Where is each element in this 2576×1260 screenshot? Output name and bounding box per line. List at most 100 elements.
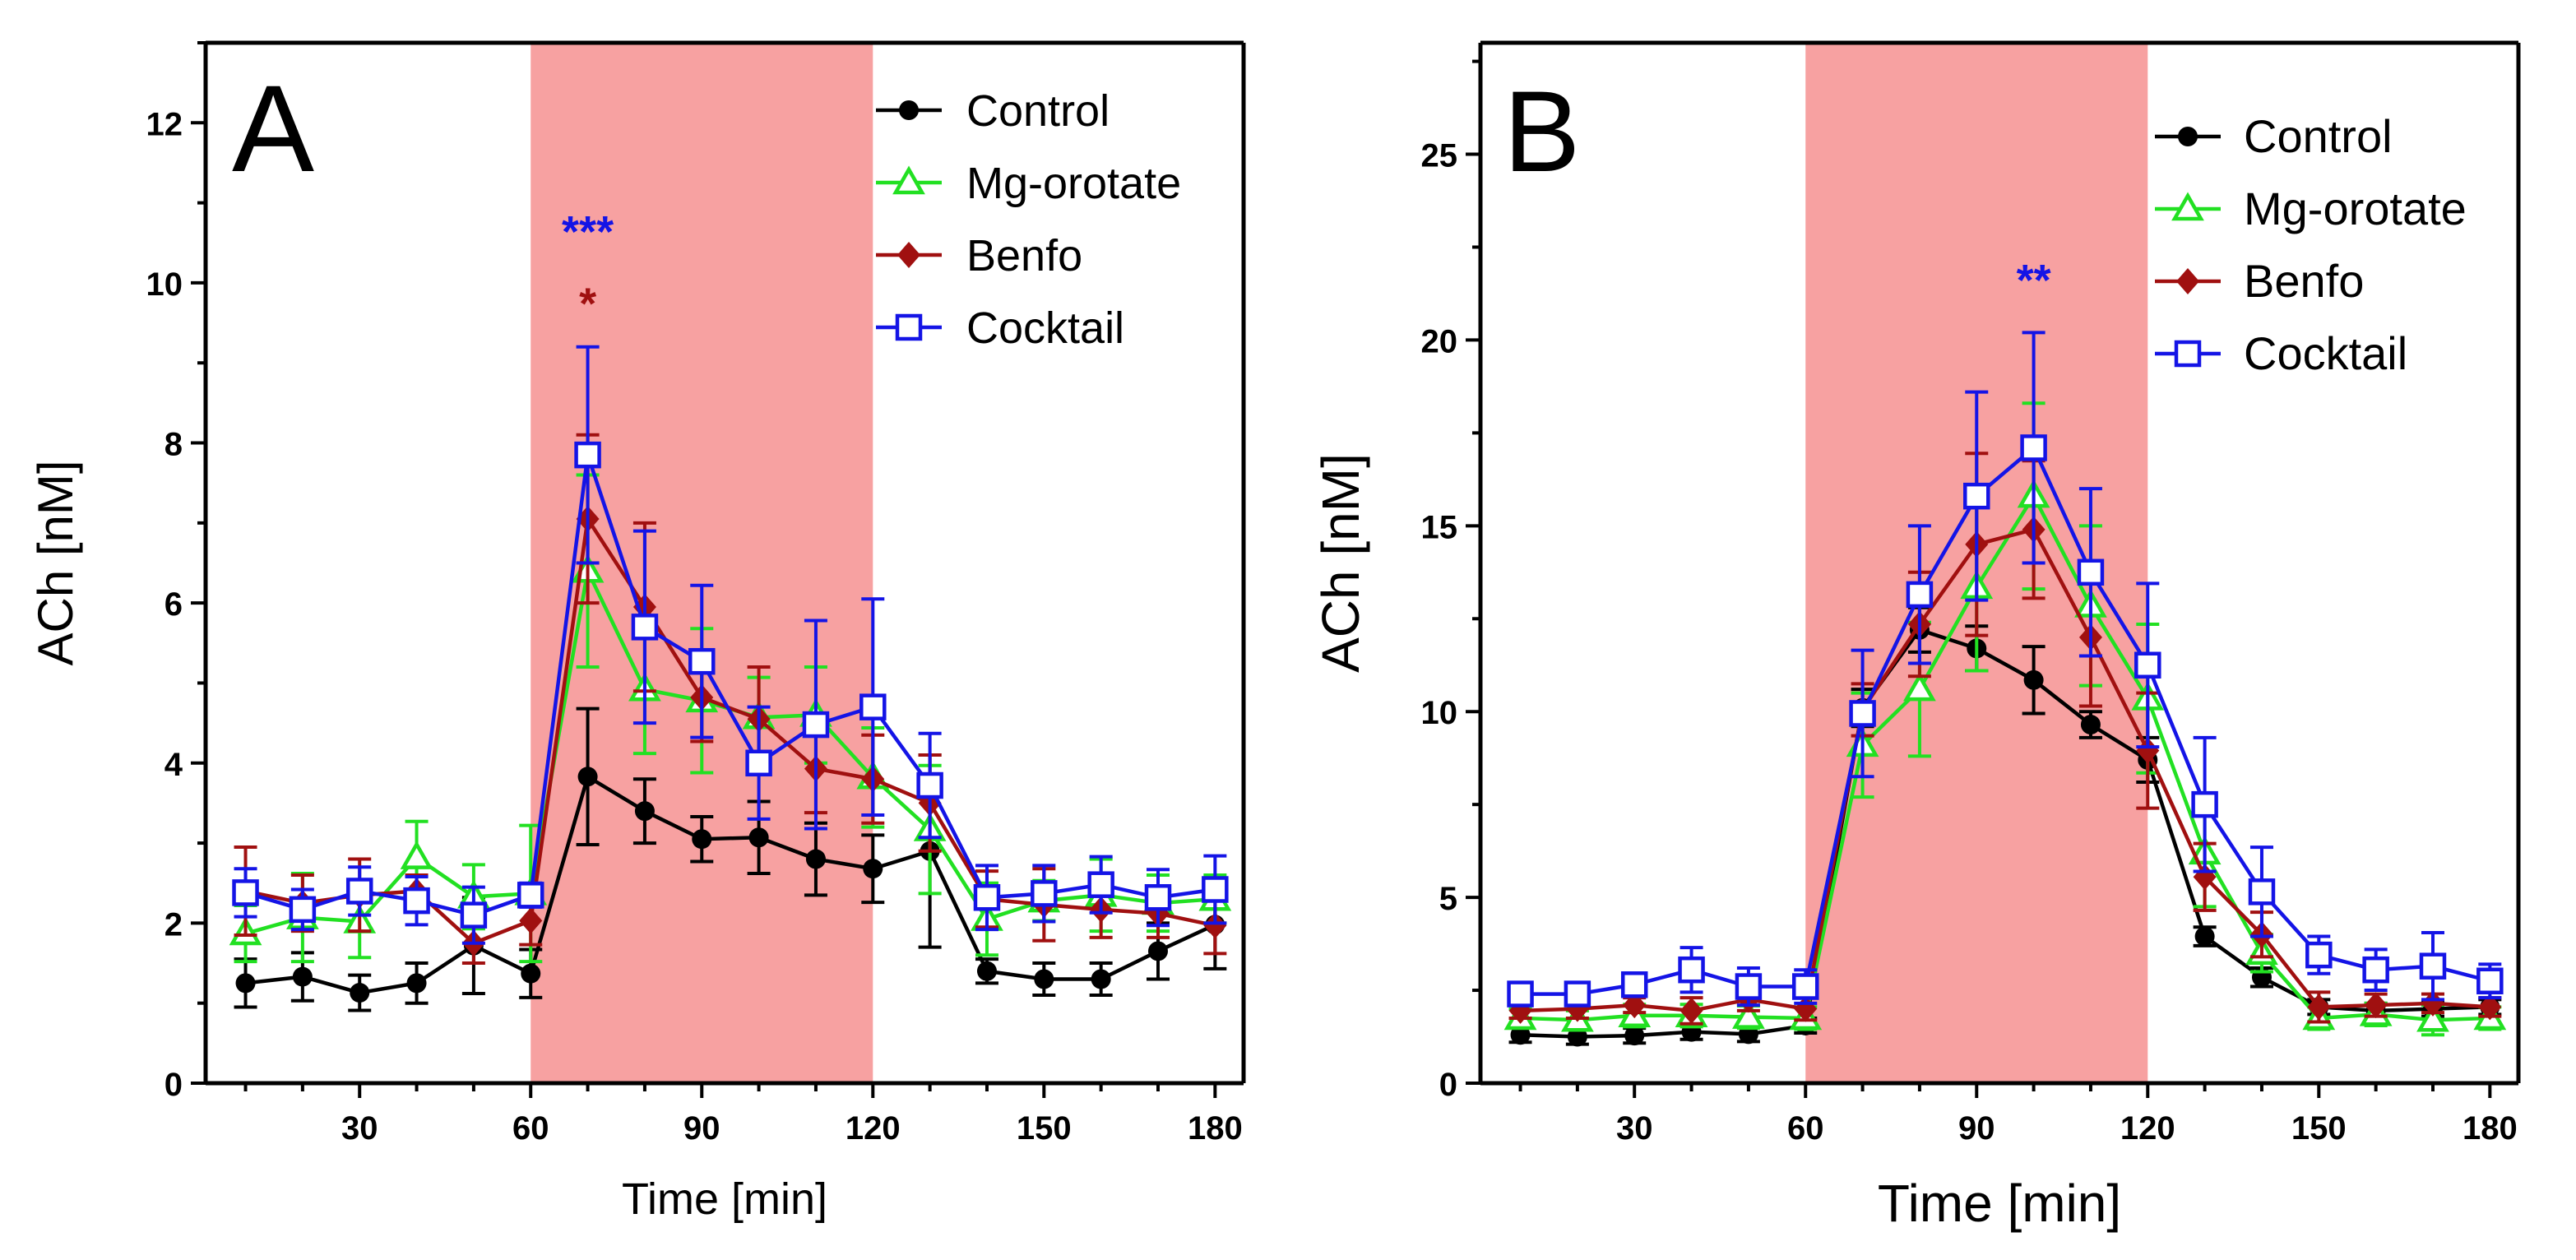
- data-point: [2416, 1003, 2449, 1032]
- data-point: [519, 907, 543, 934]
- data-point: [1849, 700, 1876, 727]
- data-point: [292, 966, 313, 987]
- data-point: [1732, 1000, 1765, 1029]
- data-point: [2080, 715, 2101, 735]
- x-tick-label: 120: [846, 1110, 901, 1147]
- legend-item-control: Control: [2155, 110, 2393, 162]
- data-point: [400, 841, 433, 869]
- panel-b: 0 5 10 15 20 25 30 60 90 120 150 180 Time [min] ACh […: [1311, 40, 2521, 1233]
- x-tick-label: 60: [512, 1110, 549, 1147]
- data-point: [2307, 994, 2331, 1021]
- data-point: [1623, 992, 1647, 1019]
- x-axis-label: Time [min]: [1878, 1174, 2121, 1233]
- x-tick-label: 180: [2462, 1110, 2518, 1147]
- y-tick-label: 10: [146, 266, 183, 303]
- data-point: [289, 896, 317, 924]
- legend-marker: [897, 242, 920, 268]
- data-point: [1963, 482, 1990, 510]
- data-point: [2305, 941, 2333, 969]
- data-point: [692, 829, 712, 850]
- data-point: [2191, 790, 2218, 818]
- data-point: [1034, 969, 1054, 989]
- data-point: [1147, 941, 1168, 961]
- data-point: [517, 882, 544, 909]
- data-point: [634, 801, 655, 822]
- data-point: [2364, 992, 2388, 1019]
- legend-marker: [2176, 268, 2199, 294]
- data-point: [1735, 973, 1763, 1000]
- panel-a: 0 2 4 6 8 10 12 30 60 90 120 150 180 Time [min] ACh [n…: [28, 40, 1246, 1224]
- legend-label: Cocktail: [966, 303, 1124, 353]
- data-point: [2020, 434, 2047, 461]
- data-point: [232, 879, 259, 906]
- data-point: [805, 849, 826, 869]
- data-point: [1678, 956, 1705, 984]
- data-point: [1031, 880, 1058, 907]
- legend-marker: [899, 100, 919, 120]
- data-point: [235, 973, 256, 994]
- legend-marker: [895, 313, 923, 341]
- legend: Control Mg-orotate Benfo Cocktail: [2155, 110, 2467, 379]
- data-point: [2248, 878, 2276, 906]
- legend-item-control: Control: [876, 86, 1110, 136]
- legend-marker: [2171, 192, 2204, 221]
- data-point: [2476, 967, 2504, 995]
- legend-label: Cocktail: [2244, 327, 2407, 379]
- data-point: [1791, 973, 1819, 1000]
- data-point: [1567, 1026, 1587, 1047]
- significance-marker: ***: [562, 207, 614, 257]
- data-point: [2077, 558, 2105, 586]
- data-point: [1144, 883, 1172, 911]
- significance-marker: *: [579, 280, 596, 329]
- data-point: [1624, 1026, 1645, 1046]
- data-point: [1620, 971, 1648, 998]
- legend: Control Mg-orotate Benfo Cocktail: [876, 86, 1181, 353]
- data-point: [748, 827, 769, 848]
- y-tick-label: 0: [164, 1067, 183, 1103]
- panel-label: A: [232, 59, 314, 197]
- data-point: [2136, 737, 2160, 764]
- data-point: [976, 961, 997, 981]
- data-point: [2419, 952, 2447, 980]
- data-point: [973, 883, 1001, 911]
- y-tick-label: 25: [1421, 138, 1458, 174]
- y-tick-label: 5: [1439, 881, 1457, 917]
- y-tick-label: 15: [1421, 509, 1458, 545]
- legend-item-cocktail: Cocktail: [876, 303, 1124, 353]
- legend-marker: [892, 165, 925, 195]
- data-point: [1203, 912, 1227, 939]
- x-tick-label: 120: [2120, 1110, 2175, 1147]
- data-point: [1903, 672, 1936, 702]
- x-tick-label: 150: [2291, 1110, 2347, 1147]
- x-tick-label: 90: [1958, 1110, 1995, 1147]
- data-point: [1564, 980, 1591, 1008]
- data-point: [916, 771, 943, 799]
- data-point: [1087, 871, 1114, 898]
- data-point: [2362, 956, 2389, 984]
- x-axis-label: Time [min]: [622, 1174, 827, 1224]
- legend-marker: [2178, 127, 2198, 146]
- data-point: [521, 963, 541, 984]
- data-point: [406, 973, 427, 994]
- data-point: [460, 901, 488, 929]
- y-tick-label: 8: [164, 427, 183, 463]
- y-tick-label: 4: [164, 747, 183, 783]
- x-tick-label: 150: [1017, 1110, 1072, 1147]
- legend-label: Control: [966, 86, 1110, 136]
- y-axis-label: ACh [nM]: [28, 460, 83, 665]
- x-tick-label: 60: [1787, 1110, 1824, 1147]
- series-cocktail: [1507, 331, 2504, 1008]
- data-point: [802, 711, 830, 739]
- legend-item-benfo: Benfo: [2155, 255, 2364, 307]
- data-point: [2134, 651, 2161, 679]
- y-tick-label: 20: [1421, 323, 1458, 359]
- data-point: [1091, 969, 1111, 989]
- data-point: [345, 878, 373, 905]
- legend-label: Benfo: [966, 231, 1082, 280]
- legend-marker: [2174, 340, 2202, 368]
- data-point: [1202, 876, 1229, 903]
- significance-marker: **: [2017, 256, 2051, 305]
- data-point: [2421, 989, 2444, 1017]
- y-tick-label: 12: [146, 106, 183, 142]
